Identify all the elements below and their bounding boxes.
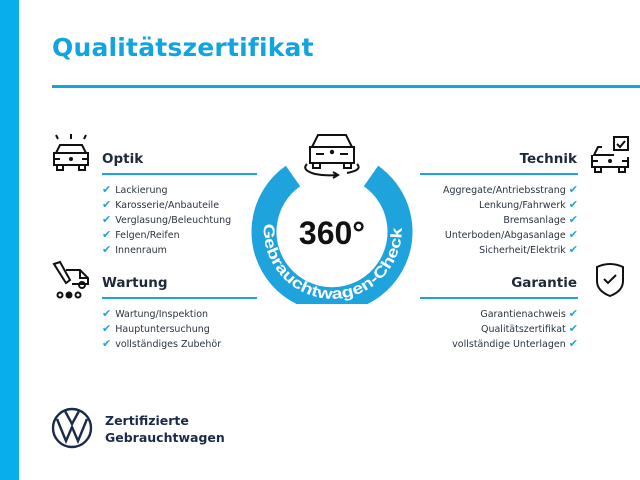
section-heading: Optik [102, 151, 144, 167]
list-item: ✔ vollständiges Zubehör [102, 337, 222, 350]
list-item: ✔ Hauptuntersuchung [102, 322, 210, 335]
list-item: Garantienachweis ✔ [480, 307, 578, 320]
check-icon: ✔ [568, 322, 578, 335]
list-item: Lenkung/Fahrwerk ✔ [478, 198, 578, 211]
list-item: ✔ Verglasung/Beleuchtung [102, 213, 232, 226]
section-divider [102, 297, 257, 299]
page-title: Qualitätszertifikat [52, 33, 314, 62]
list-item: ✔ Wartung/Inspektion [102, 307, 209, 320]
section-heading: Garantie [511, 275, 577, 291]
car-check-icon [591, 136, 629, 173]
check-icon: ✔ [102, 322, 112, 335]
check-icon: ✔ [102, 307, 112, 320]
list-item: ✔ Karosserie/Anbauteile [102, 198, 220, 211]
check-icon: ✔ [568, 213, 578, 226]
rotating-car-icon [304, 134, 360, 179]
vw-logo [51, 407, 93, 449]
check-icon: ✔ [102, 183, 112, 196]
check-icon: ✔ [568, 198, 578, 211]
check-icon: ✔ [568, 183, 578, 196]
list-item: Aggregate/Antriebsstrang ✔ [442, 183, 578, 196]
check-icon: ✔ [568, 337, 578, 350]
check-icon: ✔ [102, 198, 112, 211]
section-heading: Wartung [102, 275, 168, 291]
badge-ring [251, 165, 413, 304]
check-icon: ✔ [568, 243, 578, 256]
list-item: Sicherheit/Elektrik ✔ [479, 243, 578, 256]
list-item: ✔ Innenraum [102, 243, 167, 256]
check-icon: ✔ [568, 228, 578, 241]
section-optik: Optik ✔ Lackierung ✔ Karosserie/Anbauteile… [102, 151, 257, 257]
check-icon: ✔ [102, 243, 112, 256]
shield-check-icon [596, 263, 624, 298]
section-divider [420, 173, 578, 175]
title-divider [52, 85, 640, 88]
section-wartung: Wartung ✔ Wartung/Inspektion ✔ Hauptunters… [102, 275, 257, 351]
list-item: ✔ Lackierung [102, 183, 168, 196]
badge-360-label: 360° [299, 215, 365, 251]
check-icon: ✔ [102, 228, 112, 241]
car-shine-icon [53, 134, 89, 171]
section-heading: Technik [519, 151, 577, 167]
section-divider [102, 173, 257, 175]
list-item: ✔ Felgen/Reifen [102, 228, 180, 241]
list-item: Unterboden/Abgasanlage ✔ [444, 228, 578, 241]
section-technik: Technik Aggregate/Antriebsstrang ✔ Lenkun… [420, 151, 578, 257]
brand-line-2: Gebrauchtwagen [105, 430, 225, 445]
side-accent-bar [0, 0, 19, 480]
check-icon: ✔ [102, 213, 112, 226]
list-item: Bremsanlage ✔ [503, 213, 578, 226]
check-360-badge: 360° Gebrauchtwagen-Check [251, 134, 413, 304]
section-garantie: Garantie Garantienachweis ✔ Qualitätszert… [420, 275, 578, 351]
check-icon: ✔ [102, 337, 112, 350]
check-icon: ✔ [568, 307, 578, 320]
brand-line-1: Zertifizierte [105, 413, 189, 428]
service-truck-icon [52, 260, 89, 299]
section-divider [420, 297, 578, 299]
brand-text: Zertifizierte Gebrauchtwagen [105, 412, 225, 446]
list-item: vollständige Unterlagen ✔ [452, 337, 578, 350]
list-item: Qualitätszertifikat ✔ [480, 322, 578, 335]
